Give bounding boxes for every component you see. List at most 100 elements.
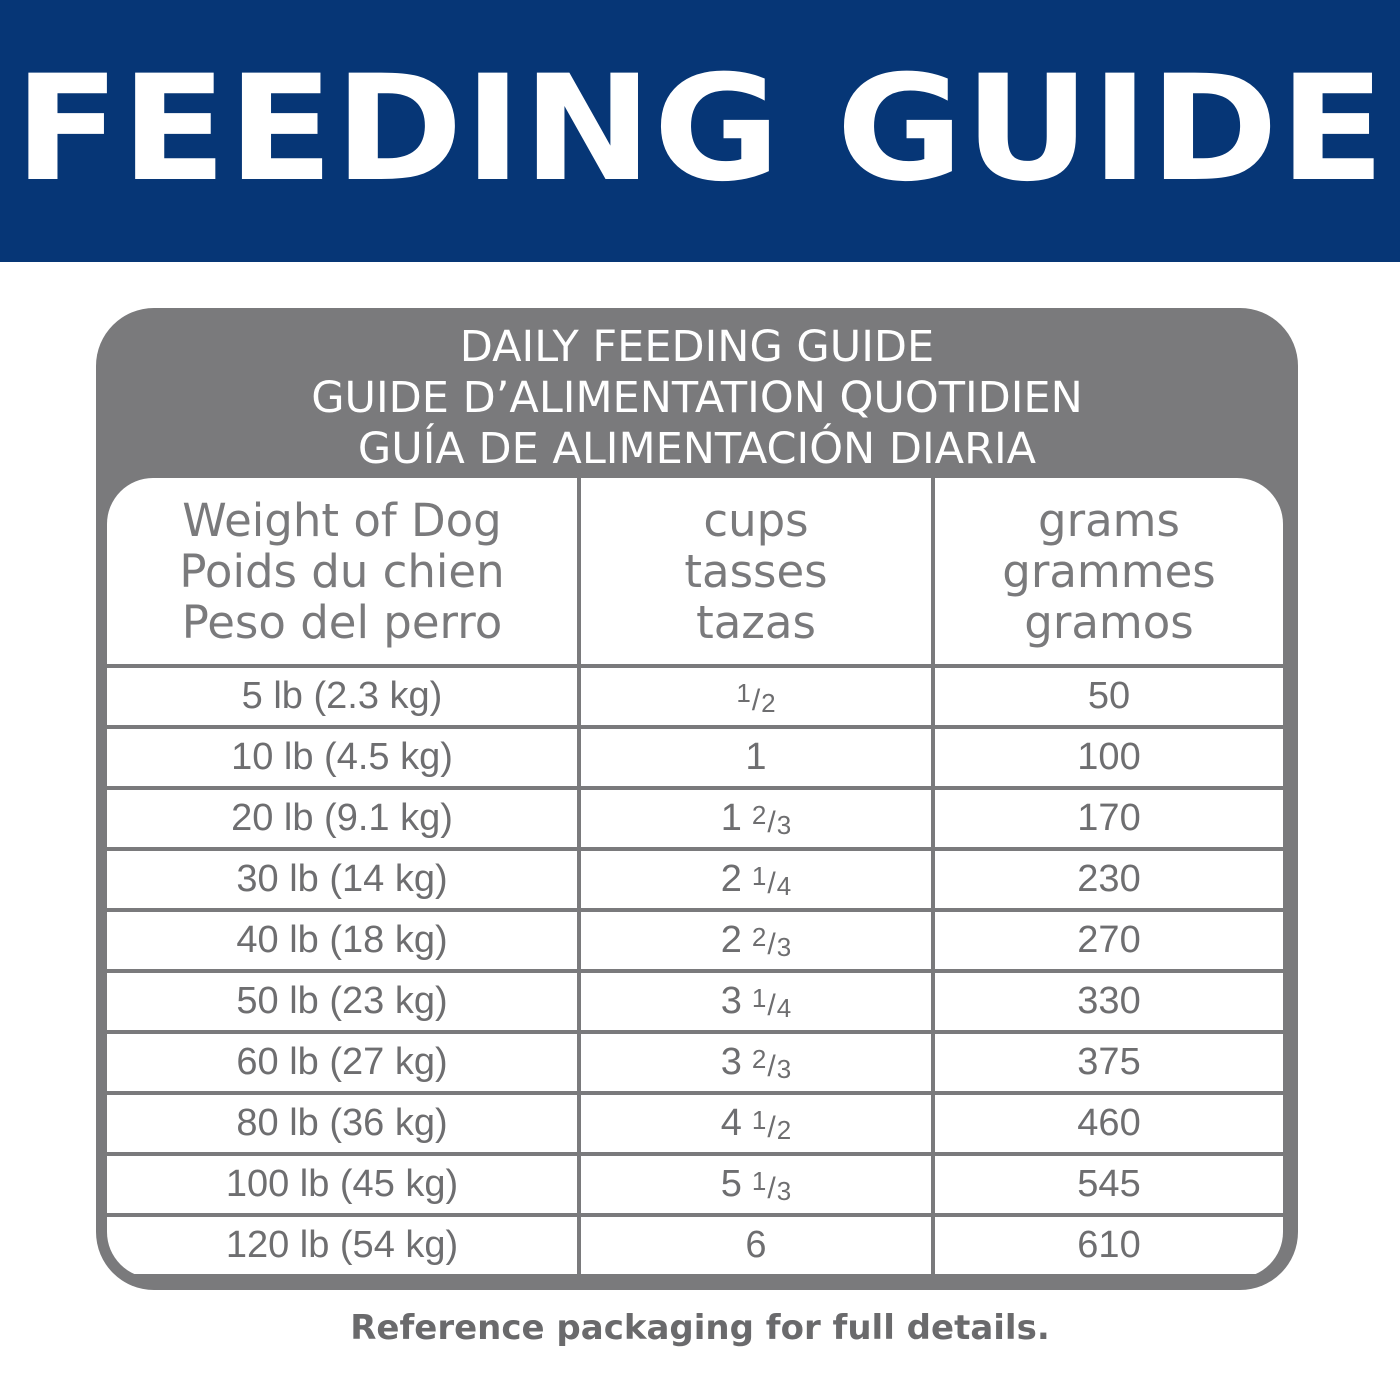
weight-cell: 80 lb (36 kg): [107, 1095, 577, 1152]
fraction-denominator: 3: [776, 932, 792, 962]
cups-fraction: 2/3: [752, 800, 791, 841]
fraction-denominator: 3: [776, 1054, 792, 1084]
fraction-numerator: 1: [751, 983, 767, 1013]
header-grams-en: grams: [1038, 493, 1180, 547]
weight-cell: 120 lb (54 kg): [107, 1217, 577, 1274]
grams-cell: 545: [935, 1156, 1283, 1213]
feeding-table: Weight of Dog Poids du chien Peso del pe…: [107, 478, 1283, 1278]
table-row: 120 lb (54 kg) 6 610: [107, 1217, 1283, 1274]
grams-cell: 50: [935, 668, 1283, 725]
cups-cell: 2 1/4: [581, 851, 931, 908]
cups-fraction: 1/3: [752, 1166, 791, 1207]
cups-fraction: 1/2: [736, 678, 775, 719]
footer-note: Reference packaging for full details.: [350, 1308, 1050, 1348]
cups-cell: 5 1/3: [581, 1156, 931, 1213]
grams-cell: 230: [935, 851, 1283, 908]
grams-cell: 100: [935, 729, 1283, 786]
table-title-en: DAILY FEEDING GUIDE: [459, 322, 935, 372]
weight-cell: 50 lb (23 kg): [107, 973, 577, 1030]
fraction-denominator: 2: [776, 1115, 792, 1145]
cups-fraction: 1/4: [752, 861, 791, 902]
cups-cell: 1: [581, 729, 931, 786]
fraction-numerator: 1: [751, 861, 767, 891]
fraction-numerator: 2: [751, 800, 767, 830]
fraction-denominator: 3: [776, 1176, 792, 1206]
fraction-slash: /: [767, 989, 776, 1022]
feeding-table-panel: DAILY FEEDING GUIDE GUIDE D’ALIMENTATION…: [96, 308, 1298, 1290]
weight-cell: 30 lb (14 kg): [107, 851, 577, 908]
cups-whole: 1: [745, 736, 767, 778]
header-grams-es: gramos: [1024, 595, 1194, 649]
fraction-numerator: 2: [751, 1044, 767, 1074]
table-row: 80 lb (36 kg) 4 1/2 460: [107, 1095, 1283, 1152]
cups-fraction: 1/4: [752, 983, 791, 1024]
page-title: FEEDING GUIDE: [14, 44, 1386, 214]
weight-cell: 60 lb (27 kg): [107, 1034, 577, 1091]
table-row: 50 lb (23 kg) 3 1/4 330: [107, 973, 1283, 1030]
table-row: 30 lb (14 kg) 2 1/4 230: [107, 851, 1283, 908]
cups-whole: 6: [745, 1224, 767, 1266]
cups-whole: 1: [720, 797, 742, 839]
weight-cell: 100 lb (45 kg): [107, 1156, 577, 1213]
header-grams-fr: grammes: [1002, 544, 1216, 598]
fraction-numerator: 1: [736, 678, 751, 708]
grams-cell: 170: [935, 790, 1283, 847]
grams-cell: 330: [935, 973, 1283, 1030]
cups-cell: 4 1/2: [581, 1095, 931, 1152]
fraction-slash: /: [767, 867, 776, 900]
table-header-row: Weight of Dog Poids du chien Peso del pe…: [107, 478, 1283, 664]
cups-whole: 2: [720, 858, 742, 900]
fraction-numerator: 1: [751, 1105, 767, 1135]
fraction-slash: /: [767, 928, 776, 961]
fraction-slash: /: [751, 684, 761, 717]
weight-cell: 10 lb (4.5 kg): [107, 729, 577, 786]
weight-cell: 40 lb (18 kg): [107, 912, 577, 969]
title-banner: FEEDING GUIDE: [0, 0, 1400, 262]
cups-fraction: 1/2: [752, 1105, 791, 1146]
table-row: 100 lb (45 kg) 5 1/3 545: [107, 1156, 1283, 1213]
cups-whole: 2: [720, 919, 742, 961]
fraction-denominator: 3: [776, 810, 792, 840]
weight-cell: 20 lb (9.1 kg): [107, 790, 577, 847]
cups-fraction: 2/3: [752, 1044, 791, 1085]
table-title-es: GUÍA DE ALIMENTACIÓN DIARIA: [357, 424, 1037, 474]
header-grams: grams grammes gramos: [935, 478, 1283, 664]
header-weight-es: Peso del perro: [181, 595, 503, 649]
fraction-slash: /: [767, 1050, 776, 1083]
cups-cell: 1/2: [581, 668, 931, 725]
table-row: 60 lb (27 kg) 3 2/3 375: [107, 1034, 1283, 1091]
grams-cell: 270: [935, 912, 1283, 969]
grams-cell: 610: [935, 1217, 1283, 1274]
table-row: 10 lb (4.5 kg) 1 100: [107, 729, 1283, 786]
header-cups-en: cups: [703, 493, 809, 547]
table-row: 5 lb (2.3 kg) 1/2 50: [107, 668, 1283, 725]
fraction-denominator: 2: [761, 688, 776, 718]
grams-cell: 375: [935, 1034, 1283, 1091]
fraction-slash: /: [767, 1111, 776, 1144]
header-weight: Weight of Dog Poids du chien Peso del pe…: [107, 478, 577, 664]
table-titles: DAILY FEEDING GUIDE GUIDE D’ALIMENTATION…: [96, 322, 1298, 475]
cups-whole: 3: [720, 980, 742, 1022]
table-row: 40 lb (18 kg) 2 2/3 270: [107, 912, 1283, 969]
table-title-fr: GUIDE D’ALIMENTATION QUOTIDIEN: [311, 373, 1083, 423]
cups-cell: 3 2/3: [581, 1034, 931, 1091]
cups-fraction: 2/3: [752, 922, 791, 963]
cups-cell: 6: [581, 1217, 931, 1274]
fraction-denominator: 4: [776, 993, 792, 1023]
fraction-denominator: 4: [776, 871, 792, 901]
cups-whole: 3: [720, 1041, 742, 1083]
cups-whole: 4: [720, 1102, 742, 1144]
header-weight-en: Weight of Dog: [182, 493, 502, 547]
weight-cell: 5 lb (2.3 kg): [107, 668, 577, 725]
fraction-slash: /: [767, 806, 776, 839]
header-cups-fr: tasses: [684, 544, 828, 598]
cups-cell: 2 2/3: [581, 912, 931, 969]
header-weight-fr: Poids du chien: [179, 544, 505, 598]
cups-whole: 5: [720, 1163, 742, 1205]
cups-cell: 3 1/4: [581, 973, 931, 1030]
fraction-slash: /: [767, 1172, 776, 1205]
fraction-numerator: 1: [751, 1166, 767, 1196]
cups-cell: 1 2/3: [581, 790, 931, 847]
header-cups: cups tasses tazas: [581, 478, 931, 664]
header-cups-es: tazas: [696, 595, 816, 649]
